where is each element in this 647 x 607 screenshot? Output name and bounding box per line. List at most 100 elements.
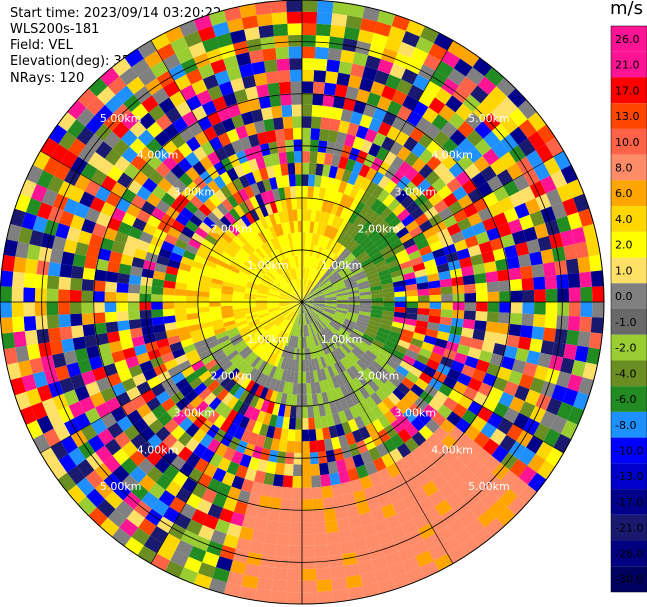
gate-cell <box>170 199 185 214</box>
gate-cell <box>226 461 240 476</box>
gate-cell <box>70 214 86 231</box>
gate-cell <box>226 522 242 538</box>
gate-cell <box>428 397 443 412</box>
gate-cell <box>247 158 259 172</box>
gate-cell <box>341 445 353 460</box>
gate-cell <box>325 302 337 304</box>
gate-cell <box>367 228 380 240</box>
gate-cell <box>405 220 419 233</box>
gate-cell <box>136 209 152 223</box>
gate-cell <box>302 545 316 558</box>
gate-cell <box>193 208 208 222</box>
gate-cell <box>374 236 387 248</box>
gate-cell <box>405 312 418 321</box>
gate-cell <box>185 371 199 384</box>
gate-cell <box>305 279 311 292</box>
gate-cell <box>317 0 334 14</box>
gate-cell <box>529 338 543 353</box>
gate-cell <box>272 367 281 380</box>
gate-cell <box>314 381 322 394</box>
gate-cell <box>175 193 190 207</box>
gate-cell <box>437 185 453 200</box>
gate-cell <box>323 309 336 315</box>
gate-cell <box>219 418 233 433</box>
gate-cell <box>302 302 304 314</box>
gate-cell <box>347 258 359 268</box>
gate-cell <box>287 23 302 36</box>
gate-cell <box>433 199 449 214</box>
gate-cell <box>390 155 405 171</box>
gate-cell <box>420 26 440 44</box>
gate-cell <box>10 377 26 396</box>
gate-cell <box>306 312 313 324</box>
gate-cell <box>414 326 427 336</box>
gate-cell <box>567 212 583 230</box>
gate-cell <box>463 310 476 321</box>
gate-cell <box>335 131 348 145</box>
gate-cell <box>202 514 219 530</box>
gate-cell <box>311 287 321 296</box>
gate-cell <box>53 423 71 442</box>
gate-cell <box>270 0 287 14</box>
gate-cell <box>275 175 284 189</box>
gate-cell <box>292 312 298 324</box>
gate-cell <box>129 449 146 467</box>
gate-cell <box>219 171 233 186</box>
gate-cell <box>315 273 324 284</box>
gate-cell <box>362 522 378 538</box>
ring-label: 1.00km <box>247 259 289 272</box>
gate-cell <box>267 296 280 300</box>
gate-cell <box>239 136 252 151</box>
gate-cell <box>287 162 296 175</box>
gate-cell <box>187 181 201 196</box>
gate-cell <box>267 305 280 310</box>
gate-cell <box>456 248 471 260</box>
gate-cell <box>257 311 269 317</box>
gate-cell <box>313 299 326 302</box>
gate-cell <box>496 418 514 435</box>
gate-cell <box>382 306 395 312</box>
gate-cell <box>212 467 227 483</box>
gate-cell <box>249 395 260 409</box>
gate-cell <box>377 268 391 277</box>
gate-cell <box>477 76 497 95</box>
gate-cell <box>395 400 409 415</box>
gate-cell <box>147 348 162 361</box>
gate-cell <box>457 372 472 387</box>
gate-cell <box>142 222 158 236</box>
gate-cell <box>302 452 311 465</box>
gate-cell <box>137 458 155 475</box>
gate-cell <box>304 324 308 337</box>
gate-cell <box>151 383 166 397</box>
gate-cell <box>295 417 302 430</box>
colorbar-segment <box>611 206 647 232</box>
gate-cell <box>405 289 418 297</box>
gate-cell <box>455 103 473 121</box>
gate-cell <box>243 147 256 162</box>
gate-cell <box>244 241 256 253</box>
gate-cell <box>111 57 132 77</box>
gate-cell <box>493 376 509 392</box>
gate-cell <box>212 567 230 583</box>
gate-cell <box>228 208 241 221</box>
gate-cell <box>69 289 82 302</box>
gate-cell <box>509 477 528 497</box>
gate-cell <box>381 503 397 519</box>
colorbar-tick: 13.0 <box>615 110 640 123</box>
gate-cell <box>491 445 509 463</box>
gate-cell <box>231 336 244 347</box>
gate-cell <box>189 195 204 209</box>
gate-cell <box>310 382 317 395</box>
gate-cell <box>348 379 359 393</box>
gate-cell <box>52 235 67 252</box>
gate-cell <box>258 495 272 509</box>
gate-cell <box>480 165 497 182</box>
gate-cell <box>288 311 296 322</box>
gate-cell <box>293 293 302 302</box>
gate-cell <box>556 315 569 330</box>
gate-cell <box>130 433 147 450</box>
gate-cell <box>360 412 372 427</box>
gate-cell <box>434 441 450 458</box>
gate-cell <box>452 381 468 395</box>
gate-cell <box>93 280 106 292</box>
